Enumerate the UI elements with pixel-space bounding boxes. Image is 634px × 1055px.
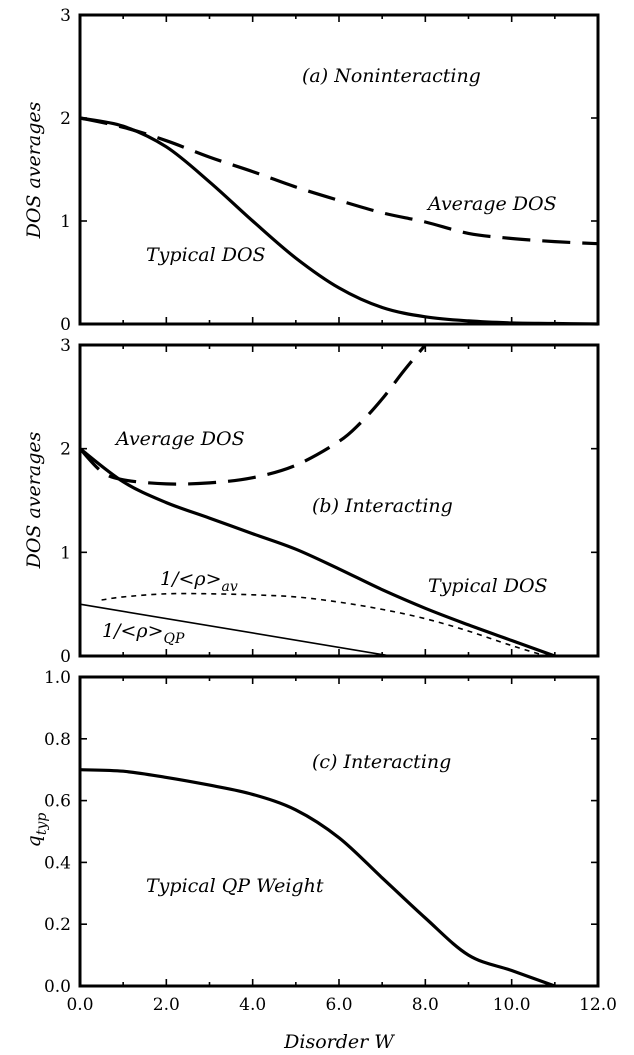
xtick-label: 2.0 [153, 995, 180, 1015]
panel-c-ytick-label: 0.4 [44, 853, 71, 873]
panel-a: 0 1 2 3 (a) Noninteracting Average DOS Typi… [23, 6, 600, 335]
panel-c-series-typical_qp [79, 768, 556, 988]
panel-b-inv-rho-qp-annotation: 1/<ρ>QP [102, 620, 185, 647]
panel-b-ytick-label: 0 [60, 647, 71, 667]
panel-c-label: (c) Interacting [312, 751, 451, 773]
panel-a-ytick-label: 2 [60, 109, 71, 129]
xtick-label: 12.0 [579, 995, 617, 1015]
panel-c-ytick-label: 0.2 [44, 915, 71, 935]
xtick-label: 8.0 [412, 995, 439, 1015]
xtick-label: 0.0 [66, 995, 93, 1015]
panel-b-ytick-label: 2 [60, 440, 71, 460]
panel-b-series-inv_rho_av [101, 592, 547, 657]
panel-a-ytick-label: 0 [60, 315, 71, 335]
panel-c-ytick-label: 0.0 [44, 977, 71, 997]
panel-b-ytick-label: 1 [60, 543, 71, 563]
panel-c-ytick-label: 0.6 [44, 792, 71, 812]
panel-b-average-annotation: Average DOS [114, 428, 245, 450]
panel-c-frame [78, 675, 600, 988]
panel-a-series-average [79, 116, 599, 246]
panel-c-ytick-label: 0.8 [44, 730, 71, 750]
panel-a-ytick-label: 3 [60, 6, 71, 26]
panel-b-series-inv_rho_qp [79, 603, 391, 657]
panel-a-ylabel: DOS averages [23, 101, 45, 239]
xtick-label: 10.0 [493, 995, 531, 1015]
panel-b-series-average [78, 343, 427, 486]
panel-c-ytick-label: 1.0 [44, 668, 71, 688]
xlabel: Disorder W [283, 1031, 395, 1053]
panel-b-inv-rho-av-annotation: 1/<ρ>av [160, 568, 238, 595]
panel-c-typical-annotation: Typical QP Weight [146, 875, 324, 897]
panel-c-ylabel: qtyp [23, 813, 50, 848]
panel-a-series-typical [79, 116, 599, 326]
panel-a-ytick-label: 1 [60, 212, 71, 232]
panel-a-typical-annotation: Typical DOS [146, 244, 266, 266]
xtick-label: 6.0 [325, 995, 352, 1015]
xtick-label: 4.0 [239, 995, 266, 1015]
panel-c: 0.0 0.2 0.4 0.6 0.8 1.0 0.0 2.0 4.0 6.0 8.0 10.0 12.… [23, 668, 617, 1053]
panel-b-series-typical [79, 447, 556, 658]
panel-a-average-annotation: Average DOS [426, 193, 557, 215]
panel-b-typical-annotation: Typical DOS [428, 575, 548, 597]
panel-a-label: (a) Noninteracting [302, 65, 481, 87]
panel-a-frame [78, 13, 600, 326]
panel-b-ytick-label: 3 [60, 336, 71, 356]
panel-b-label: (b) Interacting [312, 495, 453, 517]
panel-b-ylabel: DOS averages [23, 431, 45, 569]
panel-b: 0 1 2 3 Average DOS (b) Interacting Typical… [23, 336, 600, 667]
